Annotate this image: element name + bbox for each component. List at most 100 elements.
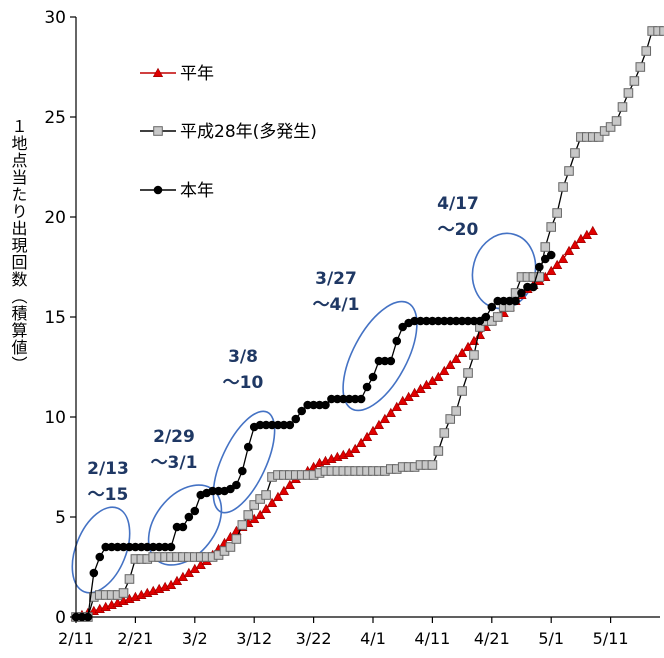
- data-point-circle: [309, 400, 318, 410]
- data-point-square: [629, 76, 640, 86]
- series-honnen: [71, 250, 556, 622]
- data-point-circle: [113, 542, 122, 552]
- annotation-label: ～10: [223, 373, 264, 393]
- data-point-circle: [386, 356, 396, 366]
- data-point-circle: [101, 542, 110, 552]
- x-tick-label: 5/1: [538, 629, 564, 648]
- data-point-square: [570, 148, 580, 158]
- data-point-circle: [95, 552, 105, 562]
- data-point-triangle: [462, 341, 474, 351]
- x-tick-label: 2/21: [117, 629, 153, 648]
- annotation-label: ～20: [438, 220, 479, 240]
- data-point-circle: [303, 400, 312, 410]
- data-point-square: [153, 126, 163, 136]
- legend-label: 本年: [180, 181, 214, 201]
- data-point-square: [564, 166, 574, 176]
- data-point-square: [451, 406, 461, 416]
- data-point-square: [546, 222, 557, 232]
- data-point-square: [427, 460, 438, 470]
- data-point-circle: [178, 522, 188, 532]
- data-point-circle: [153, 185, 163, 195]
- legend-label: 平成28年(多発生): [180, 122, 317, 142]
- annotation-label: 2/13: [87, 459, 129, 479]
- data-point-circle: [481, 312, 491, 322]
- data-point-circle: [428, 316, 437, 326]
- data-point-circle: [285, 420, 295, 430]
- annotation-label: ～3/1: [151, 453, 198, 473]
- data-point-circle: [327, 394, 336, 404]
- data-point-triangle: [433, 371, 444, 381]
- data-point-circle: [392, 336, 402, 346]
- highlight-ellipse: [71, 506, 131, 594]
- annotation-label: 3/8: [228, 347, 258, 367]
- data-point-circle: [350, 394, 360, 404]
- data-point-circle: [166, 542, 176, 552]
- data-point-square: [659, 26, 664, 36]
- data-point-triangle: [152, 67, 164, 77]
- data-point-square: [225, 542, 236, 552]
- data-point-circle: [546, 250, 556, 260]
- y-tick-label: 0: [55, 608, 66, 628]
- data-point-circle: [172, 522, 182, 532]
- series-line: [76, 30, 664, 618]
- data-point-circle: [321, 400, 330, 410]
- data-point-square: [641, 46, 652, 56]
- data-point-circle: [463, 316, 473, 326]
- data-point-circle: [416, 316, 425, 326]
- data-point-triangle: [255, 509, 266, 519]
- data-point-square: [118, 588, 129, 598]
- data-point-triangle: [445, 359, 456, 369]
- data-point-triangle: [373, 419, 385, 429]
- data-point-circle: [469, 316, 479, 326]
- data-point-circle: [380, 356, 390, 366]
- x-ticks: 2/11 2/21 3/2 3/12 3/22 4/1 4/11 4/21 5/1 5/11: [58, 617, 629, 648]
- data-point-circle: [434, 316, 443, 326]
- data-point-circle: [119, 542, 128, 552]
- annotations: 2/13 ～15 2/29 ～3/1 3/8 ～10 3/27 ～4/1 4/17 ～20: [87, 194, 479, 505]
- data-point-square: [552, 208, 562, 218]
- data-point-square: [540, 242, 551, 252]
- data-point-circle: [261, 420, 271, 430]
- data-point-triangle: [557, 253, 569, 263]
- data-point-square: [433, 446, 444, 456]
- data-point-circle: [457, 316, 467, 326]
- highlight-ellipse: [212, 410, 276, 514]
- data-point-circle: [131, 542, 140, 552]
- data-point-circle: [499, 296, 508, 306]
- data-point-circle: [493, 296, 503, 306]
- annotation-label: ～15: [88, 485, 129, 505]
- data-point-circle: [523, 282, 532, 292]
- data-point-triangle: [260, 503, 272, 513]
- series-layer: [70, 26, 664, 622]
- data-point-square: [463, 368, 473, 378]
- data-point-triangle: [272, 491, 284, 501]
- data-point-circle: [267, 420, 277, 430]
- series-h28: [71, 26, 664, 622]
- data-point-circle: [148, 542, 158, 552]
- data-point-square: [445, 414, 456, 424]
- data-point-circle: [315, 400, 324, 410]
- x-tick-label: 5/11: [593, 629, 629, 648]
- data-point-square: [623, 88, 634, 98]
- data-point-circle: [291, 414, 301, 424]
- data-point-circle: [243, 442, 253, 452]
- data-point-square: [469, 350, 479, 360]
- annotation-label: 4/17: [437, 194, 479, 214]
- data-point-circle: [214, 486, 223, 496]
- data-point-circle: [297, 406, 307, 416]
- data-point-square: [635, 62, 646, 72]
- axes: [75, 17, 660, 618]
- data-point-circle: [107, 542, 116, 552]
- data-point-square: [492, 312, 503, 322]
- data-point-triangle: [563, 245, 575, 255]
- data-point-circle: [89, 568, 99, 578]
- data-point-circle: [422, 316, 431, 326]
- data-point-circle: [368, 372, 378, 382]
- data-point-circle: [184, 512, 194, 522]
- data-point-circle: [505, 296, 514, 306]
- y-tick-label: 25: [44, 108, 66, 128]
- x-tick-label: 4/11: [414, 629, 450, 648]
- data-point-circle: [238, 466, 247, 476]
- data-point-triangle: [284, 479, 295, 489]
